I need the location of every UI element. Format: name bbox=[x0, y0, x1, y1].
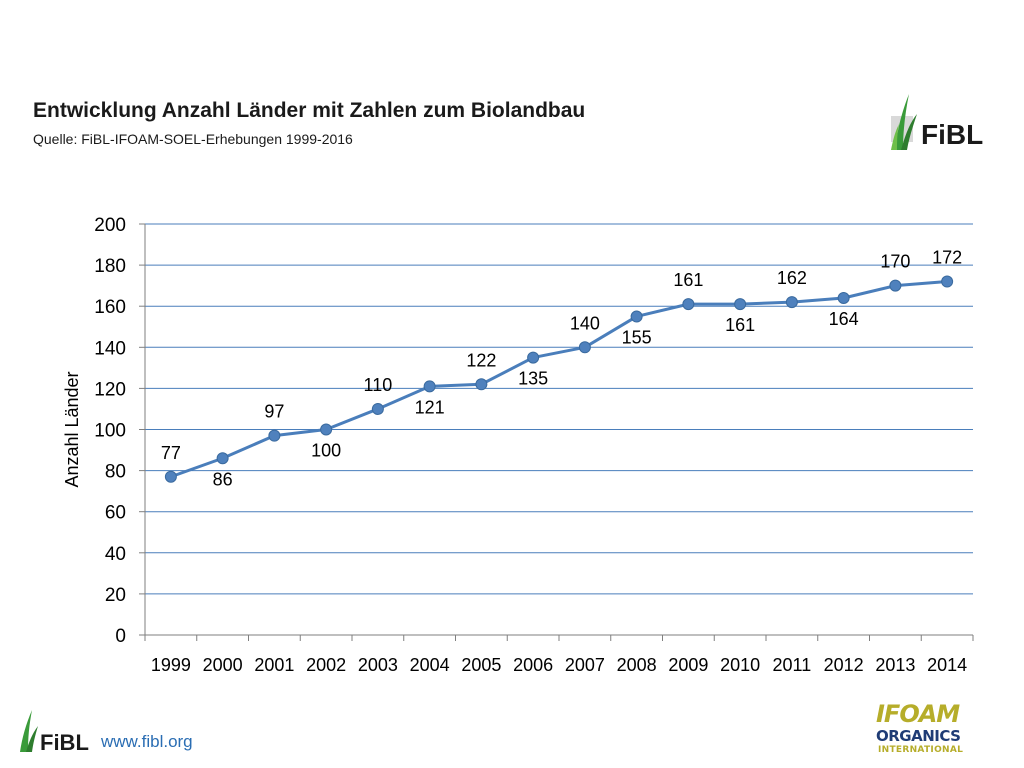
data-label: 155 bbox=[622, 327, 652, 347]
data-point bbox=[889, 279, 902, 292]
fibl-logo-text: FiBL bbox=[921, 119, 983, 150]
slide-subtitle: Quelle: FiBL-IFOAM-SOEL-Erhebungen 1999-… bbox=[33, 131, 353, 147]
data-point bbox=[941, 275, 954, 288]
x-tick-label: 2011 bbox=[773, 655, 812, 675]
ifoam-logo-line3: INTERNATIONAL bbox=[878, 745, 963, 755]
x-tick-label: 2012 bbox=[824, 655, 864, 675]
data-label: 122 bbox=[466, 350, 496, 370]
x-tick-label: 2001 bbox=[254, 655, 294, 675]
y-tick-label: 0 bbox=[115, 626, 126, 647]
data-point bbox=[164, 470, 177, 483]
data-label: 170 bbox=[880, 252, 910, 272]
y-tick-label: 200 bbox=[94, 215, 126, 236]
data-label: 121 bbox=[415, 397, 445, 417]
ifoam-logo-line2: ORGANICS bbox=[876, 727, 960, 745]
line-chart: 0 20 40 60 80 100 120 140 160 180 200 1999 2000 2001 2… bbox=[62, 215, 974, 675]
ifoam-logo-line1: IFOAM bbox=[876, 700, 960, 728]
fibl-footer-text: FiBL bbox=[40, 730, 89, 755]
ifoam-organics-logo-icon: IFOAM ORGANICS INTERNATIONAL bbox=[876, 700, 963, 755]
x-tick-label: 2010 bbox=[720, 655, 760, 675]
y-tick-label: 160 bbox=[94, 297, 126, 318]
data-point bbox=[785, 296, 798, 309]
y-tick-label: 60 bbox=[105, 503, 126, 524]
data-label: 100 bbox=[311, 441, 341, 461]
data-point bbox=[578, 341, 591, 354]
x-tick-label: 2008 bbox=[617, 655, 657, 675]
data-point bbox=[682, 298, 695, 311]
data-point bbox=[475, 378, 488, 391]
data-label: 164 bbox=[829, 309, 859, 329]
x-tick-label: 2004 bbox=[410, 655, 450, 675]
y-tick-label: 80 bbox=[105, 462, 126, 483]
series-line bbox=[170, 280, 948, 479]
fibl-logo-icon: FiBL bbox=[891, 94, 983, 150]
x-tick-label: 2005 bbox=[461, 655, 501, 675]
x-tick-label: 2002 bbox=[306, 655, 346, 675]
x-tick-label: 2014 bbox=[927, 655, 967, 675]
y-tick-label: 180 bbox=[94, 256, 126, 277]
data-label: 161 bbox=[673, 270, 703, 290]
y-tick-label: 140 bbox=[94, 338, 126, 359]
x-tick-label: 1999 bbox=[151, 655, 191, 675]
x-tick-label: 2007 bbox=[565, 655, 605, 675]
data-label: 110 bbox=[364, 375, 393, 395]
y-axis-label: Anzahl Länder bbox=[62, 371, 82, 487]
x-tick-label: 2013 bbox=[875, 655, 915, 675]
data-label: 140 bbox=[570, 313, 600, 333]
data-point bbox=[371, 402, 384, 415]
data-point bbox=[734, 298, 747, 311]
data-point bbox=[216, 452, 229, 465]
data-point bbox=[268, 429, 281, 442]
x-tick-label: 2003 bbox=[358, 655, 398, 675]
y-tick-label: 120 bbox=[94, 379, 126, 400]
data-label: 135 bbox=[518, 369, 548, 389]
slide-title: Entwicklung Anzahl Länder mit Zahlen zum… bbox=[33, 99, 586, 122]
footer-url-link[interactable]: www.fibl.org bbox=[101, 732, 193, 751]
data-label: 77 bbox=[161, 443, 181, 463]
y-tick-label: 40 bbox=[105, 544, 126, 565]
data-point bbox=[423, 380, 436, 393]
data-label: 161 bbox=[725, 315, 755, 335]
fibl-footer-logo-icon: FiBL bbox=[20, 710, 89, 755]
y-tick-label: 100 bbox=[94, 421, 126, 442]
data-point bbox=[527, 351, 540, 364]
x-tick-label: 2009 bbox=[668, 655, 708, 675]
x-tick-label: 2006 bbox=[513, 655, 553, 675]
data-point bbox=[320, 423, 333, 436]
data-label: 162 bbox=[777, 268, 807, 288]
data-label: 86 bbox=[213, 469, 233, 489]
x-tick-label: 2000 bbox=[203, 655, 243, 675]
data-label: 172 bbox=[932, 248, 962, 268]
data-point bbox=[630, 310, 643, 323]
data-point bbox=[837, 291, 850, 304]
data-label: 97 bbox=[264, 402, 284, 422]
y-tick-label: 20 bbox=[105, 585, 126, 606]
